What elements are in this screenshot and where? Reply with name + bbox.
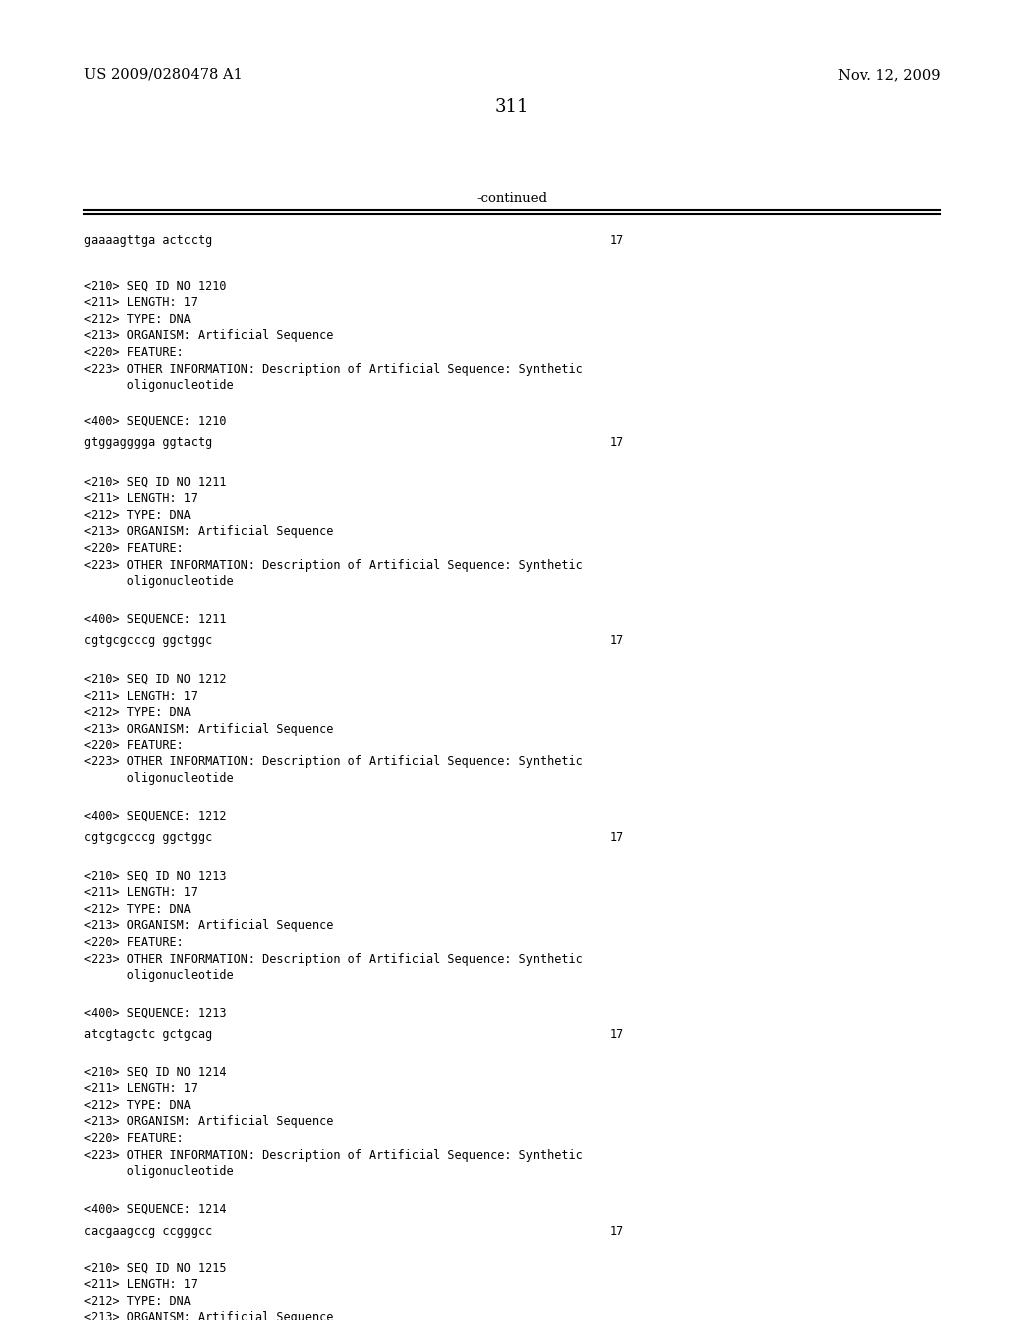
Text: <223> OTHER INFORMATION: Description of Artificial Sequence: Synthetic: <223> OTHER INFORMATION: Description of …	[84, 755, 583, 768]
Text: oligonucleotide: oligonucleotide	[84, 379, 233, 392]
Text: 17: 17	[609, 832, 624, 843]
Text: <220> FEATURE:: <220> FEATURE:	[84, 739, 183, 752]
Text: <400> SEQUENCE: 1211: <400> SEQUENCE: 1211	[84, 612, 226, 626]
Text: <212> TYPE: DNA: <212> TYPE: DNA	[84, 706, 190, 719]
Text: <223> OTHER INFORMATION: Description of Artificial Sequence: Synthetic: <223> OTHER INFORMATION: Description of …	[84, 558, 583, 572]
Text: <400> SEQUENCE: 1212: <400> SEQUENCE: 1212	[84, 810, 226, 822]
Text: gtggagggga ggtactg: gtggagggga ggtactg	[84, 436, 212, 449]
Text: US 2009/0280478 A1: US 2009/0280478 A1	[84, 69, 243, 82]
Text: <400> SEQUENCE: 1214: <400> SEQUENCE: 1214	[84, 1203, 226, 1216]
Text: <212> TYPE: DNA: <212> TYPE: DNA	[84, 1295, 190, 1308]
Text: <400> SEQUENCE: 1213: <400> SEQUENCE: 1213	[84, 1007, 226, 1020]
Text: <213> ORGANISM: Artificial Sequence: <213> ORGANISM: Artificial Sequence	[84, 920, 334, 932]
Text: <210> SEQ ID NO 1213: <210> SEQ ID NO 1213	[84, 870, 226, 883]
Text: <220> FEATURE:: <220> FEATURE:	[84, 543, 183, 554]
Text: <211> LENGTH: 17: <211> LENGTH: 17	[84, 887, 198, 899]
Text: <223> OTHER INFORMATION: Description of Artificial Sequence: Synthetic: <223> OTHER INFORMATION: Description of …	[84, 1148, 583, 1162]
Text: 17: 17	[609, 1028, 624, 1041]
Text: gaaaagttga actcctg: gaaaagttga actcctg	[84, 234, 212, 247]
Text: <213> ORGANISM: Artificial Sequence: <213> ORGANISM: Artificial Sequence	[84, 1312, 334, 1320]
Text: <210> SEQ ID NO 1214: <210> SEQ ID NO 1214	[84, 1067, 226, 1078]
Text: <210> SEQ ID NO 1215: <210> SEQ ID NO 1215	[84, 1262, 226, 1275]
Text: <400> SEQUENCE: 1210: <400> SEQUENCE: 1210	[84, 414, 226, 428]
Text: <220> FEATURE:: <220> FEATURE:	[84, 1133, 183, 1144]
Text: -continued: -continued	[476, 191, 548, 205]
Text: <211> LENGTH: 17: <211> LENGTH: 17	[84, 297, 198, 309]
Text: 17: 17	[609, 436, 624, 449]
Text: <210> SEQ ID NO 1212: <210> SEQ ID NO 1212	[84, 673, 226, 686]
Text: <210> SEQ ID NO 1211: <210> SEQ ID NO 1211	[84, 477, 226, 488]
Text: <212> TYPE: DNA: <212> TYPE: DNA	[84, 313, 190, 326]
Text: <220> FEATURE:: <220> FEATURE:	[84, 346, 183, 359]
Text: cgtgcgcccg ggctggc: cgtgcgcccg ggctggc	[84, 634, 212, 647]
Text: <213> ORGANISM: Artificial Sequence: <213> ORGANISM: Artificial Sequence	[84, 1115, 334, 1129]
Text: cgtgcgcccg ggctggc: cgtgcgcccg ggctggc	[84, 832, 212, 843]
Text: oligonucleotide: oligonucleotide	[84, 969, 233, 982]
Text: <212> TYPE: DNA: <212> TYPE: DNA	[84, 903, 190, 916]
Text: 17: 17	[609, 634, 624, 647]
Text: <211> LENGTH: 17: <211> LENGTH: 17	[84, 1279, 198, 1291]
Text: <212> TYPE: DNA: <212> TYPE: DNA	[84, 510, 190, 521]
Text: <212> TYPE: DNA: <212> TYPE: DNA	[84, 1100, 190, 1111]
Text: <223> OTHER INFORMATION: Description of Artificial Sequence: Synthetic: <223> OTHER INFORMATION: Description of …	[84, 953, 583, 965]
Text: <213> ORGANISM: Artificial Sequence: <213> ORGANISM: Artificial Sequence	[84, 525, 334, 539]
Text: atcgtagctc gctgcag: atcgtagctc gctgcag	[84, 1028, 212, 1041]
Text: <220> FEATURE:: <220> FEATURE:	[84, 936, 183, 949]
Text: <211> LENGTH: 17: <211> LENGTH: 17	[84, 1082, 198, 1096]
Text: <211> LENGTH: 17: <211> LENGTH: 17	[84, 492, 198, 506]
Text: <213> ORGANISM: Artificial Sequence: <213> ORGANISM: Artificial Sequence	[84, 722, 334, 735]
Text: <223> OTHER INFORMATION: Description of Artificial Sequence: Synthetic: <223> OTHER INFORMATION: Description of …	[84, 363, 583, 375]
Text: cacgaagccg ccgggcc: cacgaagccg ccgggcc	[84, 1225, 212, 1238]
Text: <213> ORGANISM: Artificial Sequence: <213> ORGANISM: Artificial Sequence	[84, 330, 334, 342]
Text: oligonucleotide: oligonucleotide	[84, 772, 233, 785]
Text: 17: 17	[609, 234, 624, 247]
Text: oligonucleotide: oligonucleotide	[84, 1166, 233, 1177]
Text: <211> LENGTH: 17: <211> LENGTH: 17	[84, 689, 198, 702]
Text: 311: 311	[495, 98, 529, 116]
Text: Nov. 12, 2009: Nov. 12, 2009	[838, 69, 940, 82]
Text: oligonucleotide: oligonucleotide	[84, 576, 233, 587]
Text: <210> SEQ ID NO 1210: <210> SEQ ID NO 1210	[84, 280, 226, 293]
Text: 17: 17	[609, 1225, 624, 1238]
